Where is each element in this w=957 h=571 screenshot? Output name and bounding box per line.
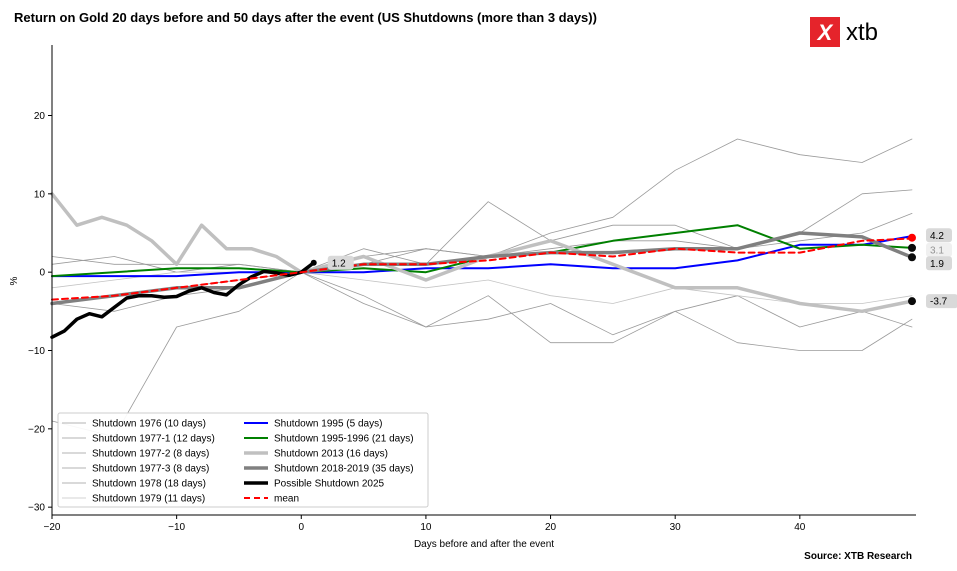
xtb-logo: X xtb — [810, 17, 878, 47]
end-markers: 1.2 4.2 3.1 1.9 -3.7 — [310, 228, 957, 309]
legend-entry: Shutdown 1995-1996 (21 days) — [274, 434, 414, 445]
annotation-box — [926, 228, 952, 243]
chart-title: Return on Gold 20 days before and 50 day… — [14, 10, 597, 25]
x-tick-label: 40 — [794, 522, 806, 533]
y-tick-label: −10 — [28, 346, 45, 357]
annotation-box — [926, 242, 952, 257]
annotation-label: -3.7 — [930, 297, 948, 308]
legend-entry: Shutdown 1978 (18 days) — [92, 479, 206, 490]
x-tick-label: −10 — [168, 522, 185, 533]
xtb-logo-text: xtb — [846, 19, 878, 46]
annotation-box — [926, 294, 957, 309]
legend-entry: Shutdown 1977-1 (12 days) — [92, 434, 215, 445]
x-tick-label: −20 — [44, 522, 61, 533]
y-axis-label: % — [9, 276, 20, 285]
legend-entry: Shutdown 2013 (16 days) — [274, 449, 388, 460]
annotation-label: 1.2 — [332, 258, 346, 269]
y-tick-label: −20 — [28, 424, 45, 435]
legend-entry: Shutdown 1977-2 (8 days) — [92, 449, 209, 460]
annotation-label: 1.9 — [930, 259, 944, 270]
legend-entry: Possible Shutdown 2025 — [274, 479, 385, 490]
xtb-logo-mark — [810, 17, 840, 47]
legend-entry: Shutdown 2018-2019 (35 days) — [274, 464, 414, 475]
axes — [51, 45, 916, 516]
end-marker — [908, 297, 916, 306]
x-tick-label: 10 — [420, 522, 432, 533]
series-line-3 — [51, 256, 913, 351]
annotation-box — [926, 256, 952, 271]
legend-entry: Shutdown 1979 (11 days) — [92, 494, 205, 505]
x-axis-label: Days before and after the event — [414, 539, 554, 550]
source-note: Source: XTB Research — [804, 551, 912, 562]
ticks: −20 −10 0 10 20 30 40 −30 −20 −10 0 10 20 — [28, 111, 806, 533]
legend-entry: mean — [274, 494, 299, 505]
legend-entry: Shutdown 1977-3 (8 days) — [92, 464, 209, 475]
y-tick-label: 20 — [34, 111, 46, 122]
series-line-1 — [51, 189, 913, 438]
x-tick-label: 0 — [298, 522, 304, 533]
annotation-box — [327, 255, 354, 270]
legend: Shutdown 1976 (10 days) Shutdown 1977-1 (… — [57, 412, 429, 508]
series-line-11 — [51, 237, 913, 301]
end-marker — [908, 233, 916, 242]
series-line-0 — [51, 138, 913, 304]
x-tick-label: 20 — [545, 522, 557, 533]
end-marker — [908, 243, 916, 252]
annotation-label: 3.1 — [930, 245, 944, 256]
legend-entry: Shutdown 1976 (10 days) — [92, 419, 206, 430]
end-marker — [310, 259, 317, 266]
series-line-5 — [51, 271, 913, 304]
series-line-10 — [50, 261, 316, 339]
annotation-label: 4.2 — [930, 231, 944, 242]
series-line-6 — [51, 235, 913, 278]
y-tick-label: 0 — [39, 268, 45, 279]
y-tick-label: −30 — [28, 503, 45, 514]
x-tick-label: 30 — [670, 522, 682, 533]
series-line-2 — [51, 271, 913, 344]
plot-area — [50, 138, 914, 438]
end-marker — [908, 253, 916, 262]
y-tick-label: 10 — [34, 189, 46, 200]
legend-box — [57, 412, 429, 508]
legend-entry: Shutdown 1995 (5 days) — [274, 419, 382, 430]
xtb-logo-letter: X — [816, 20, 834, 45]
